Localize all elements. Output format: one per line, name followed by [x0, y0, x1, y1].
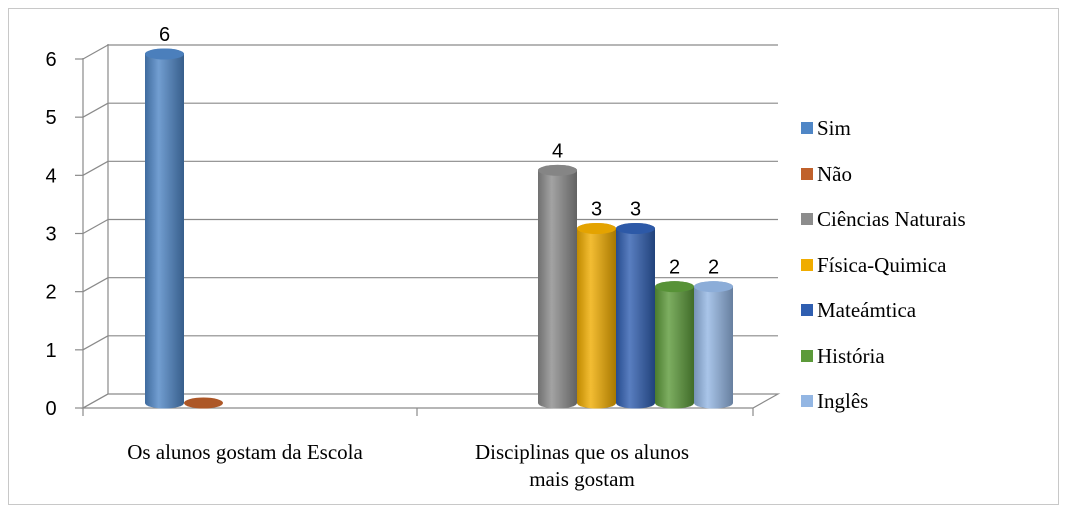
legend-swatch: [801, 259, 813, 271]
bar-top: [145, 48, 184, 60]
category-label: Disciplinas que os alunos: [475, 440, 689, 464]
bar-body: [145, 48, 184, 409]
legend-label: Mateámtica: [817, 298, 917, 322]
legend-swatch: [801, 350, 813, 362]
y-tick-label: 2: [45, 282, 56, 304]
chart-frame: [8, 8, 1059, 505]
data-label: 4: [552, 140, 563, 162]
legend-label: Ciências Naturais: [817, 207, 966, 231]
legend-item: Ciências Naturais: [801, 207, 966, 231]
legend-swatch: [801, 122, 813, 134]
gridline-side: [82, 335, 109, 351]
data-label: 3: [591, 199, 602, 221]
legend-label: Não: [817, 162, 852, 186]
y-tick-label: 6: [45, 49, 56, 71]
legend-label: Inglês: [817, 389, 868, 413]
legend-label: Física-Quimica: [817, 253, 947, 277]
legend-item: Não: [801, 162, 852, 186]
legend-item: Mateámtica: [801, 298, 917, 322]
data-label: 6: [159, 24, 170, 46]
bar-ingl-s: [694, 281, 733, 409]
y-tick-label: 5: [45, 107, 56, 129]
legend-item: Física-Quimica: [801, 253, 947, 277]
bar-body: [538, 164, 577, 409]
legend-swatch: [801, 213, 813, 225]
bar-top: [694, 281, 733, 293]
bar-body: [616, 223, 655, 409]
category-labels: Os alunos gostam da Escola Disciplinas qu…: [127, 440, 689, 491]
data-labels: 6 4 3 3 2 2: [159, 24, 719, 279]
data-label: 2: [669, 257, 680, 279]
bar-n-o: [184, 397, 223, 409]
bar-body: [577, 223, 616, 409]
bars: [145, 48, 733, 409]
y-tick-label: 0: [45, 398, 56, 420]
data-label: 3: [630, 199, 641, 221]
bar-sim: [145, 48, 184, 409]
bar-hist-ria: [655, 281, 694, 409]
gridline-side: [82, 102, 109, 118]
category-label: mais gostam: [529, 467, 635, 491]
data-label: 2: [708, 257, 719, 279]
legend-swatch: [801, 168, 813, 180]
legend-item: Inglês: [801, 389, 868, 413]
y-axis-ticks: 0 1 2 3 4 5 6: [45, 49, 56, 420]
bar-ci-ncias-naturais: [538, 164, 577, 409]
bar-f-sica-quimica: [577, 223, 616, 409]
y-tick-label: 4: [45, 165, 56, 187]
bar-mate-mtica: [616, 223, 655, 409]
bar-body: [694, 281, 733, 409]
legend-item: História: [801, 344, 885, 368]
category-label: Os alunos gostam da Escola: [127, 440, 363, 464]
gridline-side: [82, 218, 109, 235]
bar-top: [616, 223, 655, 234]
legend-swatch: [801, 395, 813, 407]
legend-label: Sim: [817, 116, 851, 140]
bar-top: [538, 164, 577, 176]
legend-swatch: [801, 304, 813, 316]
gridline-side: [82, 277, 109, 293]
legend-item: Sim: [801, 116, 851, 140]
gridlines: [75, 44, 778, 416]
y-tick-label: 3: [45, 224, 56, 246]
bar-top: [184, 397, 223, 409]
legend-label: História: [817, 344, 885, 368]
bar-top: [577, 223, 616, 234]
gridline-side: [82, 393, 109, 409]
legend: Sim Não Ciências Naturais Física-Quimica Mat…: [801, 116, 966, 413]
gridline-side: [82, 44, 109, 60]
bar-top: [655, 281, 694, 293]
bar-body: [655, 281, 694, 409]
y-tick-label: 1: [45, 340, 56, 362]
gridline-side: [82, 160, 109, 176]
